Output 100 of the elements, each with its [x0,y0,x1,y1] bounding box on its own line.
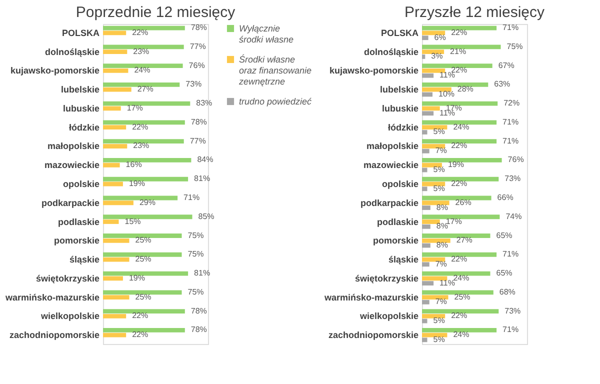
bar [422,106,440,111]
bar [103,328,185,332]
data-label: 5% [433,184,445,193]
y-tick-label: podlaskie [376,216,418,227]
bar [103,182,123,186]
bar [422,186,428,192]
data-label: 68% [499,287,516,296]
data-label: 83% [196,98,212,108]
y-tick-label: małopolskie [47,141,100,152]
data-label: 27% [456,236,472,245]
bar [422,68,446,73]
data-label: 71% [502,250,519,259]
data-label: 15% [124,216,141,226]
data-label: 7% [435,259,447,268]
data-label: 77% [190,136,206,146]
y-tick-label: POLSKA [62,28,100,38]
data-label: 16% [126,160,142,170]
bar [422,144,446,148]
bar [422,271,490,276]
data-label: 81% [194,268,210,278]
data-label: 7% [435,146,447,156]
bar [103,220,119,224]
bar [103,106,121,111]
data-label: 5% [433,127,445,136]
data-label: 19% [128,273,145,282]
legend-label: Środki własne oraz finansowanie zewnętrzne [238,54,312,86]
data-label: 8% [436,222,448,231]
bar [422,125,448,130]
bar [103,101,190,106]
bar [422,238,450,243]
bar [103,200,134,206]
y-tick-label: kujawsko-pomorskie [329,66,418,76]
data-label: 29% [139,198,156,207]
bar [422,162,442,168]
y-tick-label: lubelskie [60,84,100,95]
data-label: 76% [508,155,524,164]
bar [103,214,192,220]
bar [103,87,132,92]
bar [103,257,130,262]
data-label: 5% [433,165,445,174]
y-tick-label: zachodniopomorskie [9,330,100,340]
data-label: 28% [457,84,474,94]
data-label: 75% [188,287,204,296]
chart-title: Przyszłe 12 miesięcy [404,4,546,21]
bar [103,290,182,295]
data-label: 21% [450,46,466,56]
data-label: 63% [494,80,510,89]
data-label: 24% [453,330,470,340]
y-tick-label: pomorskie [372,236,418,246]
bar [422,214,500,220]
data-label: 22% [451,254,468,264]
bar [422,224,430,229]
data-label: 85% [198,212,214,221]
bar [103,234,182,238]
y-tick-label: łódzkie [68,122,100,132]
bar [422,111,434,116]
data-label: 22% [132,330,148,340]
bar [103,162,120,168]
data-label: 73% [504,174,521,184]
y-tick-label: dolnośląskie [364,46,418,57]
data-label: 75% [188,230,204,240]
bar [422,290,494,295]
y-tick-label: podlaskie [58,216,100,227]
bar [422,139,497,144]
bar [422,26,497,30]
bar [422,220,440,224]
data-label: 24% [453,122,470,132]
data-label: 3% [431,52,443,61]
y-tick-label: wielkopolskie [358,311,418,322]
bar [422,234,490,238]
bar [103,276,123,281]
bar [103,252,182,257]
bar [422,243,430,248]
bar [422,176,499,182]
bar [422,314,446,318]
bar [422,252,497,257]
bar [422,309,499,314]
bar [103,139,184,144]
data-label: 22% [451,179,468,188]
data-label: 75% [506,42,523,51]
data-label: 75% [188,250,204,259]
y-tick-label: śląskie [388,254,418,265]
data-label: 22% [451,311,468,320]
data-label: 26% [455,198,472,207]
y-tick-label: lubuskie [382,103,418,114]
legend-label: Wyłącznie środki własne [239,24,294,44]
bar [103,50,128,54]
bar [103,176,188,182]
bar [422,338,428,342]
y-tick-label: warmińsko-mazurskie [4,292,100,302]
data-label: 25% [135,254,152,264]
data-label: 81% [194,174,210,184]
bar [103,26,185,30]
y-tick-label: małopolskie [366,141,418,152]
y-tick-label: POLSKA [380,28,419,38]
bar [422,64,492,68]
y-tick-label: dolnośląskie [44,46,100,57]
data-label: 25% [454,292,470,302]
data-label: 22% [451,141,468,150]
y-tick-label: śląskie [69,254,100,265]
